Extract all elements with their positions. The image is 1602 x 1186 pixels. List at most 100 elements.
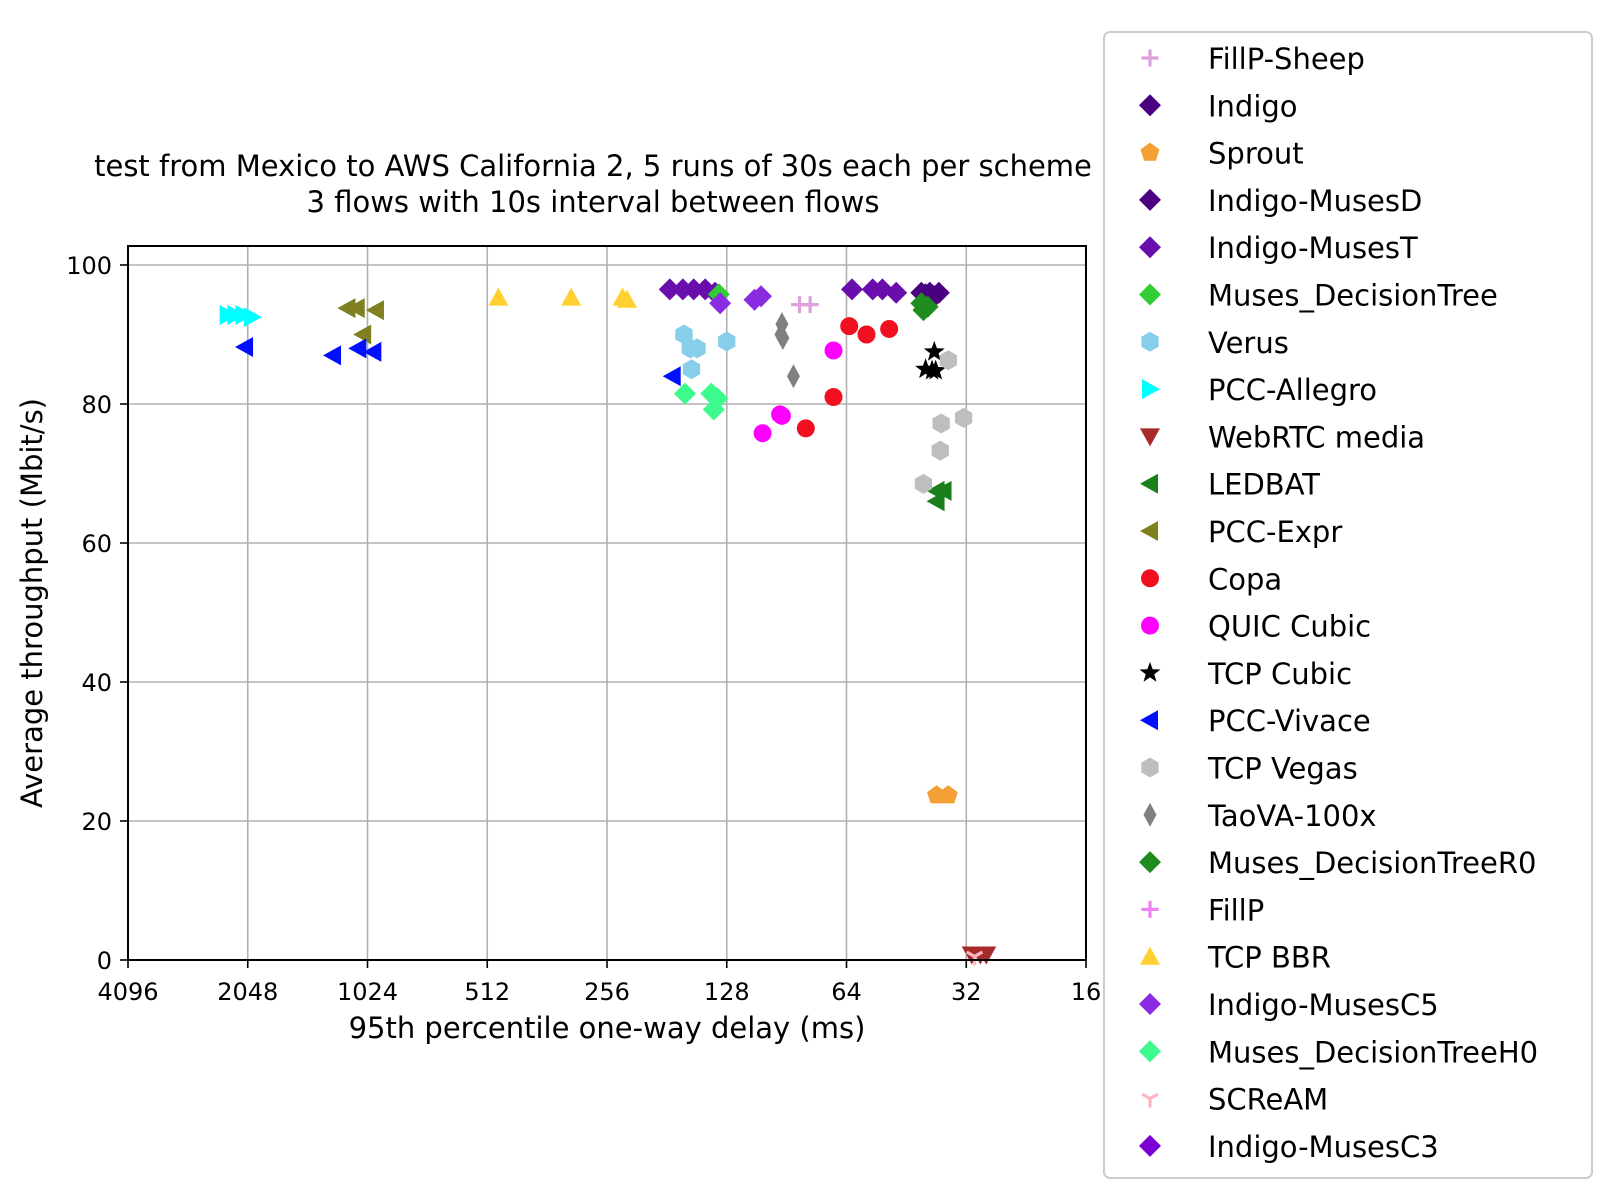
legend-marker	[1141, 49, 1159, 67]
legend-label: WebRTC media	[1208, 420, 1425, 454]
legend-item: Muses_DecisionTreeH0	[1139, 1035, 1538, 1069]
legend-marker	[1140, 946, 1160, 965]
y-tick-label: 100	[66, 252, 112, 280]
data-point	[561, 287, 582, 306]
legend-marker	[1139, 1134, 1161, 1157]
legend-label: Indigo-MusesC3	[1208, 1130, 1439, 1164]
legend-label: SCReAM	[1208, 1083, 1328, 1117]
y-tick-label: 80	[81, 391, 112, 419]
legend-label: TaoVA-100x	[1207, 799, 1377, 833]
legend-label: Verus	[1208, 326, 1289, 360]
data-point	[939, 350, 957, 371]
data-point	[925, 359, 947, 380]
legend-item: FillP	[1141, 893, 1264, 927]
legend-item: Verus	[1141, 326, 1289, 360]
data-point	[488, 287, 509, 306]
legend-marker	[1143, 802, 1157, 827]
legend-label: PCC-Allegro	[1208, 373, 1377, 407]
data-point	[702, 398, 725, 421]
legend-marker	[1141, 900, 1159, 918]
data-point	[337, 298, 356, 319]
legend-marker	[1139, 1040, 1161, 1063]
axis-ticks: 4096 2048 1024 512 256 128 64 32 16 0 20 40 60 80 100	[66, 252, 1101, 1006]
legend-item: Sprout	[1140, 137, 1304, 171]
data-point	[965, 950, 984, 966]
data-point	[688, 338, 706, 359]
data-point	[824, 388, 843, 407]
legend-item: TCP Cubic	[1139, 657, 1352, 691]
data-point	[753, 424, 772, 443]
data-point	[346, 298, 365, 319]
data-point	[617, 289, 638, 308]
data-point	[938, 785, 958, 804]
legend-label: Indigo-MusesT	[1208, 231, 1418, 265]
legend-label: Indigo	[1208, 89, 1298, 123]
data-point	[840, 278, 863, 301]
legend-marker	[1142, 379, 1160, 400]
legend-item: QUIC Cubic	[1141, 610, 1371, 644]
legend: FillP-Sheep Indigo Sprout Indigo-MusesD Indi…	[1139, 42, 1538, 1164]
data-point	[365, 300, 384, 321]
plot-frame	[127, 245, 1087, 961]
legend-marker	[1141, 331, 1159, 352]
legend-item: SCReAM	[1141, 1083, 1328, 1117]
data-point	[954, 407, 973, 428]
legend-item: TaoVA-100x	[1143, 799, 1377, 833]
data-point	[771, 405, 790, 424]
x-tick-label: 64	[831, 978, 862, 1006]
legend-item: Indigo-MusesC3	[1139, 1130, 1439, 1164]
x-tick-label: 256	[584, 978, 630, 1006]
data-point	[682, 359, 701, 380]
legend-item: FillP-Sheep	[1141, 42, 1365, 76]
legend-label: PCC-Vivace	[1208, 704, 1371, 738]
x-tick-label: 1024	[337, 978, 398, 1006]
data-point	[658, 278, 681, 301]
data-points	[219, 278, 997, 966]
legend-marker	[1140, 521, 1158, 541]
data-point	[914, 473, 933, 494]
data-point	[673, 382, 696, 405]
legend-marker	[1140, 428, 1160, 447]
y-tick-label: 20	[81, 808, 112, 836]
legend-marker	[1140, 710, 1158, 731]
legend-label: Muses_DecisionTreeH0	[1208, 1035, 1538, 1069]
data-point	[353, 324, 372, 345]
legend-marker	[1139, 236, 1161, 259]
legend-label: Muses_DecisionTree	[1208, 279, 1498, 313]
legend-item: LEDBAT	[1140, 468, 1320, 502]
chart-subtitle: 3 flows with 10s interval between flows	[307, 185, 880, 219]
data-point	[348, 338, 367, 359]
legend-label: Muses_DecisionTreeR0	[1208, 846, 1536, 880]
data-point	[675, 324, 693, 345]
legend-item: PCC-Vivace	[1140, 704, 1371, 738]
legend-item: Muses_DecisionTree	[1139, 279, 1498, 313]
data-point	[885, 281, 908, 304]
y-tick-label: 40	[81, 669, 112, 697]
legend-marker	[1140, 142, 1160, 161]
data-point	[857, 325, 876, 344]
legend-marker	[1139, 993, 1161, 1015]
x-tick-label: 512	[464, 978, 510, 1006]
x-tick-label: 32	[951, 978, 982, 1006]
legend-item: WebRTC media	[1140, 420, 1425, 454]
data-point	[749, 285, 772, 308]
data-point	[926, 491, 945, 512]
legend-item: Copa	[1141, 562, 1282, 596]
data-point	[824, 341, 843, 360]
data-point	[880, 319, 899, 338]
data-point	[932, 413, 950, 434]
data-point	[682, 278, 705, 301]
legend-item: Indigo-MusesT	[1139, 231, 1418, 265]
data-point	[363, 341, 382, 362]
x-axis-label: 95th percentile one-way delay (ms)	[349, 1011, 866, 1045]
data-point	[776, 325, 790, 350]
legend-marker	[1139, 851, 1161, 874]
legend-item: TCP BBR	[1140, 941, 1331, 975]
legend-label: FillP-Sheep	[1208, 42, 1365, 76]
legend-label: Copa	[1208, 562, 1282, 596]
legend-item: Indigo-MusesD	[1139, 184, 1422, 218]
legend-label: FillP	[1208, 893, 1264, 927]
data-point	[801, 296, 819, 314]
data-point	[923, 340, 945, 361]
